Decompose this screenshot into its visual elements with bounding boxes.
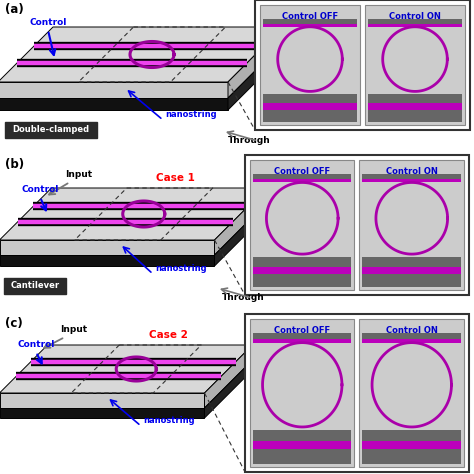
Polygon shape	[228, 27, 283, 98]
Polygon shape	[228, 43, 283, 110]
Bar	[245, 314, 469, 472]
Polygon shape	[0, 255, 215, 266]
Bar	[368, 103, 462, 110]
Polygon shape	[0, 98, 228, 110]
Bar	[263, 110, 357, 122]
Bar	[368, 94, 462, 103]
Text: nanostring: nanostring	[165, 110, 217, 119]
Bar	[260, 5, 360, 125]
Bar	[363, 339, 461, 343]
Polygon shape	[0, 393, 204, 408]
Polygon shape	[204, 345, 253, 408]
Polygon shape	[0, 27, 283, 82]
Bar	[255, 0, 470, 130]
Text: nanostring: nanostring	[143, 416, 195, 425]
Text: Cantilever: Cantilever	[10, 282, 60, 291]
Text: Control: Control	[18, 340, 55, 349]
Bar	[4, 278, 66, 294]
Text: Input: Input	[60, 325, 87, 334]
Bar	[368, 110, 462, 122]
Bar	[363, 274, 461, 287]
Text: Double-clamped: Double-clamped	[12, 126, 90, 135]
Bar	[359, 160, 464, 290]
Bar	[363, 267, 461, 274]
Bar	[253, 339, 352, 343]
Bar	[363, 333, 461, 339]
Bar	[363, 441, 461, 449]
Text: Through: Through	[222, 293, 265, 302]
Bar	[368, 19, 462, 24]
Text: Case 1: Case 1	[155, 173, 194, 183]
Polygon shape	[204, 360, 253, 418]
Bar	[253, 274, 352, 287]
Bar	[263, 19, 357, 24]
Bar	[250, 160, 355, 290]
Bar	[263, 103, 357, 110]
Bar	[253, 441, 352, 449]
Bar	[253, 449, 352, 464]
Text: Control ON: Control ON	[386, 326, 438, 335]
Bar	[359, 319, 464, 467]
Bar	[263, 94, 357, 103]
Bar	[363, 257, 461, 267]
Bar	[253, 430, 352, 441]
Text: Input: Input	[65, 170, 92, 179]
Bar	[253, 179, 352, 182]
Bar	[250, 319, 355, 467]
Bar	[263, 24, 357, 27]
Text: Control OFF: Control OFF	[274, 326, 330, 335]
Bar	[363, 449, 461, 464]
Text: Control ON: Control ON	[389, 12, 441, 21]
Bar	[253, 257, 352, 267]
Bar	[368, 24, 462, 27]
Text: Control: Control	[30, 18, 67, 27]
Polygon shape	[215, 203, 266, 266]
Text: Case 2: Case 2	[148, 330, 187, 340]
Polygon shape	[0, 188, 266, 240]
Bar	[363, 179, 461, 182]
Bar	[245, 155, 469, 295]
Polygon shape	[0, 408, 204, 418]
Text: (c): (c)	[5, 317, 23, 330]
Polygon shape	[215, 188, 266, 255]
Bar	[363, 430, 461, 441]
Text: Control ON: Control ON	[386, 167, 438, 176]
Text: Control OFF: Control OFF	[274, 167, 330, 176]
Bar	[253, 333, 352, 339]
Text: (b): (b)	[5, 158, 24, 171]
Text: (a): (a)	[5, 3, 24, 16]
Polygon shape	[0, 240, 215, 255]
Text: nanostring: nanostring	[155, 264, 207, 273]
Bar	[253, 267, 352, 274]
Text: Control: Control	[22, 185, 59, 194]
Text: Through: Through	[228, 136, 271, 145]
Bar	[363, 174, 461, 179]
Polygon shape	[0, 82, 228, 98]
Bar	[5, 122, 97, 138]
Polygon shape	[0, 345, 253, 393]
Text: Control OFF: Control OFF	[282, 12, 338, 21]
Bar	[365, 5, 465, 125]
Bar	[253, 174, 352, 179]
